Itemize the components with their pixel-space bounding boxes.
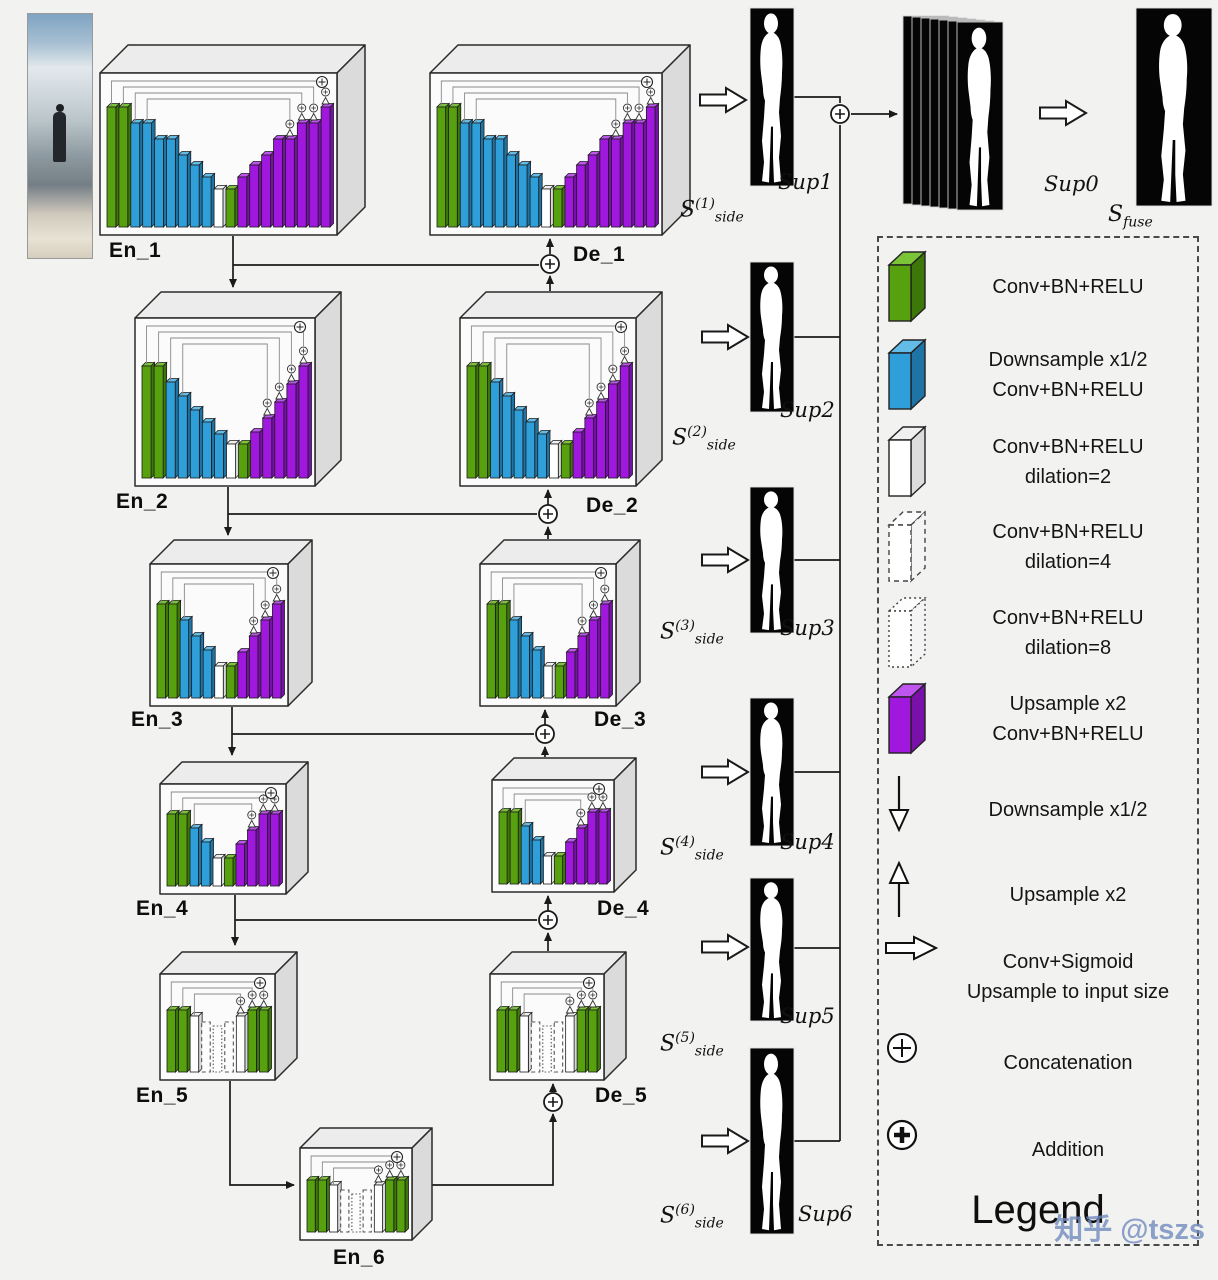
block-label-de-4: De_4 — [597, 897, 650, 920]
block-de-1 — [429, 44, 691, 236]
legend-row-conv: Conv+BN+RELU — [884, 247, 1194, 327]
block-en-3 — [149, 539, 313, 707]
block-label-de-3: De_3 — [594, 708, 647, 731]
watermark: 知乎 @tszs — [1054, 1214, 1205, 1246]
block-en-2 — [134, 291, 342, 487]
legend-text: Conv+BN+RELU — [992, 436, 1144, 458]
stub-sup1 — [794, 96, 841, 103]
legend-row-conv-sigmoid: Conv+Sigmoid Upsample to input size — [884, 935, 1194, 1019]
sup0-label: Sup0 — [1044, 172, 1099, 196]
block-label-en-1: En_1 — [109, 239, 162, 262]
sup0-mask-stack — [902, 15, 1004, 211]
hiker-figure — [53, 104, 66, 162]
sup5-mask — [749, 877, 795, 1022]
legend-text: Conv+BN+RELU — [992, 607, 1144, 629]
sup3-label: Sup3 — [780, 616, 835, 640]
legend-row-downsample-conv: Downsample x1/2 Conv+BN+RELU — [884, 335, 1194, 415]
block-label-en-4: En_4 — [136, 897, 189, 920]
legend-text: Concatenation — [1003, 1052, 1133, 1074]
legend-box — [877, 236, 1199, 1246]
concat-junction-5 — [543, 1092, 563, 1112]
legend-text: dilation=2 — [1024, 466, 1112, 488]
legend-row-concatenation: Concatenation — [884, 1030, 1194, 1096]
block-en-6 — [299, 1127, 433, 1241]
legend-text: Conv+BN+RELU — [992, 379, 1144, 401]
legend-text: Upsample x2 — [1009, 693, 1127, 715]
concat-junction-1 — [540, 254, 560, 274]
block-label-en-6: En_6 — [333, 1246, 386, 1269]
legend-row-dilation4: Conv+BN+RELU dilation=4 — [884, 507, 1194, 587]
side-output-label-1: S(1)side — [680, 196, 744, 226]
sup4-mask — [749, 697, 795, 847]
rsu-blocks-layer — [99, 44, 691, 1241]
saliency-masks-layer — [749, 7, 1213, 1235]
side-output-label-2: S(2)side — [672, 424, 736, 454]
conv-sigmoid-arrow-2 — [701, 324, 749, 350]
side-output-label-6: S(6)side — [660, 1202, 724, 1232]
legend-row-upsample-conv: Upsample x2 Conv+BN+RELU — [884, 679, 1194, 759]
sup4-label: Sup4 — [780, 830, 835, 854]
legend-title: Legend — [971, 1188, 1105, 1232]
block-en-5 — [159, 951, 298, 1081]
sup6-mask — [749, 1047, 795, 1235]
side-output-label-4: S(4)side — [660, 834, 724, 864]
sfuse-label: Sfuse — [1108, 202, 1153, 231]
arrow-en5-to-en6 — [229, 1081, 295, 1189]
legend-text: Addition — [1031, 1139, 1105, 1161]
conv-sigmoid-arrow-6 — [701, 1128, 749, 1154]
sup2-mask — [749, 261, 795, 413]
side-output-label-3: S(3)side — [660, 618, 724, 648]
legend-text: dilation=4 — [1024, 551, 1112, 573]
conv-sigmoid-arrow-1 — [699, 87, 747, 113]
legend-text: dilation=8 — [1024, 637, 1112, 659]
legend-row-dilation8: Conv+BN+RELU dilation=8 — [884, 593, 1194, 673]
sup1-label: Sup1 — [778, 170, 833, 194]
block-de-4 — [491, 757, 637, 893]
legend-text: Upsample to input size — [966, 981, 1170, 1003]
sup1-mask — [749, 7, 795, 187]
conv-sigmoid-arrow-final — [1039, 100, 1087, 126]
block-label-en-3: En_3 — [131, 708, 184, 731]
legend-text: Downsample x1/2 — [988, 799, 1148, 821]
block-de-5 — [489, 951, 627, 1081]
block-label-de-2: De_2 — [586, 494, 639, 517]
legend-row-dilation2: Conv+BN+RELU dilation=2 — [884, 422, 1194, 502]
legend-row-addition: Addition — [884, 1117, 1194, 1183]
legend-row-downsample-arrow: Downsample x1/2 — [884, 772, 1194, 848]
conv-sigmoid-arrow-4 — [701, 759, 749, 785]
conv-sigmoid-arrow-3 — [701, 547, 749, 573]
concat-junction-2 — [538, 504, 558, 524]
concat-junction-3 — [535, 724, 555, 744]
legend-text: Downsample x1/2 — [988, 349, 1148, 371]
legend-row-upsample-arrow: Upsample x2 — [884, 857, 1194, 933]
block-label-de-1: De_1 — [573, 243, 626, 266]
block-label-en-5: En_5 — [136, 1084, 189, 1107]
input-image — [28, 14, 92, 258]
concat-junction-4 — [538, 910, 558, 930]
block-label-de-5: De_5 — [595, 1084, 648, 1107]
fusion-concat-junction — [830, 104, 850, 124]
legend-text: Upsample x2 — [1009, 884, 1127, 906]
block-de-2 — [459, 291, 663, 487]
block-label-en-2: En_2 — [116, 490, 169, 513]
sup5-label: Sup5 — [780, 1004, 835, 1028]
block-en-4 — [159, 761, 309, 895]
sup3-mask — [749, 486, 795, 634]
legend-text: Conv+BN+RELU — [992, 521, 1144, 543]
side-output-collector-lines — [794, 96, 841, 1142]
legend-text: Conv+BN+RELU — [992, 276, 1144, 298]
block-en-1 — [99, 44, 366, 236]
sup6-label: Sup6 — [798, 1202, 853, 1226]
sfuse-mask — [1135, 7, 1213, 207]
side-output-label-5: S(5)side — [660, 1030, 724, 1060]
connection-lines — [224, 110, 898, 1189]
arrow-en6-to-junction5 — [412, 1113, 557, 1186]
sup2-label: Sup2 — [780, 398, 835, 422]
block-de-3 — [479, 539, 641, 707]
conv-sigmoid-arrow-5 — [701, 934, 749, 960]
legend-text: Conv+Sigmoid — [1002, 951, 1134, 973]
legend-text: Conv+BN+RELU — [992, 723, 1144, 745]
